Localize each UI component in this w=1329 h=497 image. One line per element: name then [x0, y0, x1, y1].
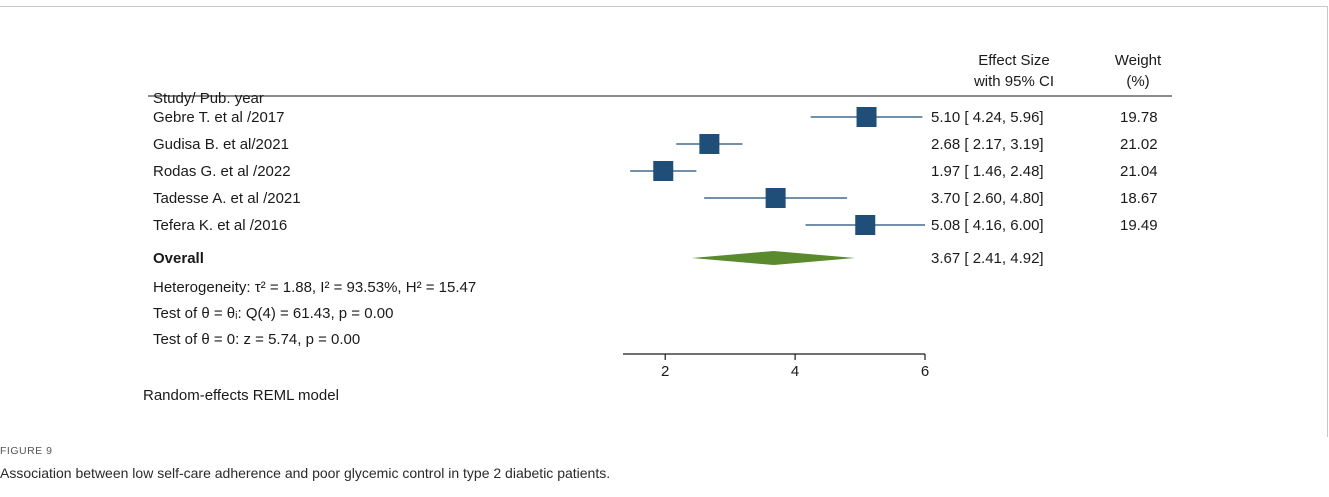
overall-label: Overall [153, 250, 204, 267]
effect-ci-text: 2.68 [ 2.17, 3.19] [931, 136, 1044, 153]
forest-plot: Study/ Pub. year Effect Size with 95% CI… [143, 52, 1172, 404]
weight-text: 19.49 [1120, 217, 1158, 234]
study-label: Rodas G. et al /2022 [153, 163, 291, 180]
x-tick-label: 6 [921, 363, 929, 380]
x-tick-label: 2 [661, 363, 669, 380]
effect-marker [855, 215, 876, 235]
study-label: Tadesse A. et al /2021 [153, 190, 301, 207]
test-theta-0-text: Test of θ = 0: z = 5.74, p = 0.00 [153, 331, 360, 348]
study-row: Tefera K. et al /2016 5.08 [ 4.16, 6.00] 1… [153, 215, 1158, 235]
study-label: Gudisa B. et al/2021 [153, 136, 289, 153]
effect-marker [699, 134, 720, 154]
header-weight-line2: (%) [1126, 73, 1149, 90]
figure-label: FIGURE 9 [0, 445, 53, 457]
study-row: Tadesse A. et al /2021 3.70 [ 2.60, 4.80]… [153, 188, 1158, 208]
weight-text: 21.02 [1120, 136, 1158, 153]
figure-caption: Association between low self-care adhere… [0, 465, 611, 481]
overall-row: Overall 3.67 [ 2.41, 4.92] [153, 250, 1044, 267]
effect-ci-text: 5.10 [ 4.24, 5.96] [931, 109, 1044, 126]
study-row: Rodas G. et al /2022 1.97 [ 1.46, 2.48] 21… [153, 161, 1158, 181]
weight-text: 19.78 [1120, 109, 1158, 126]
study-label: Gebre T. et al /2017 [153, 109, 284, 126]
effect-marker [856, 107, 877, 127]
effect-ci-text: 1.97 [ 1.46, 2.48] [931, 163, 1044, 180]
overall-diamond [691, 251, 855, 265]
study-rows: Gebre T. et al /2017 5.10 [ 4.24, 5.96] 19… [153, 107, 1158, 235]
model-label: Random-effects REML model [143, 387, 339, 404]
heterogeneity-text: Heterogeneity: τ² = 1.88, I² = 93.53%, H… [153, 279, 476, 296]
test-theta-i-text: Test of θ = θᵢ: Q(4) = 61.43, p = 0.00 [153, 305, 393, 322]
study-label: Tefera K. et al /2016 [153, 217, 287, 234]
header-effect-line1: Effect Size [978, 52, 1049, 69]
effect-marker [653, 161, 674, 181]
figure-frame [0, 6, 1328, 437]
effect-ci-text: 3.70 [ 2.60, 4.80] [931, 190, 1044, 207]
study-row: Gudisa B. et al/2021 2.68 [ 2.17, 3.19] 21… [153, 134, 1158, 154]
header-study: Study/ Pub. year [153, 90, 264, 107]
effect-marker [765, 188, 786, 208]
overall-ci-text: 3.67 [ 2.41, 4.92] [931, 250, 1044, 267]
study-row: Gebre T. et al /2017 5.10 [ 4.24, 5.96] 19… [153, 107, 1158, 127]
x-tick-label: 4 [791, 363, 799, 380]
x-axis: 2 4 6 [623, 353, 929, 380]
weight-text: 21.04 [1120, 163, 1158, 180]
effect-ci-text: 5.08 [ 4.16, 6.00] [931, 217, 1044, 234]
weight-text: 18.67 [1120, 190, 1158, 207]
header-weight-line1: Weight [1115, 52, 1162, 69]
header-effect-line2: with 95% CI [973, 73, 1054, 90]
